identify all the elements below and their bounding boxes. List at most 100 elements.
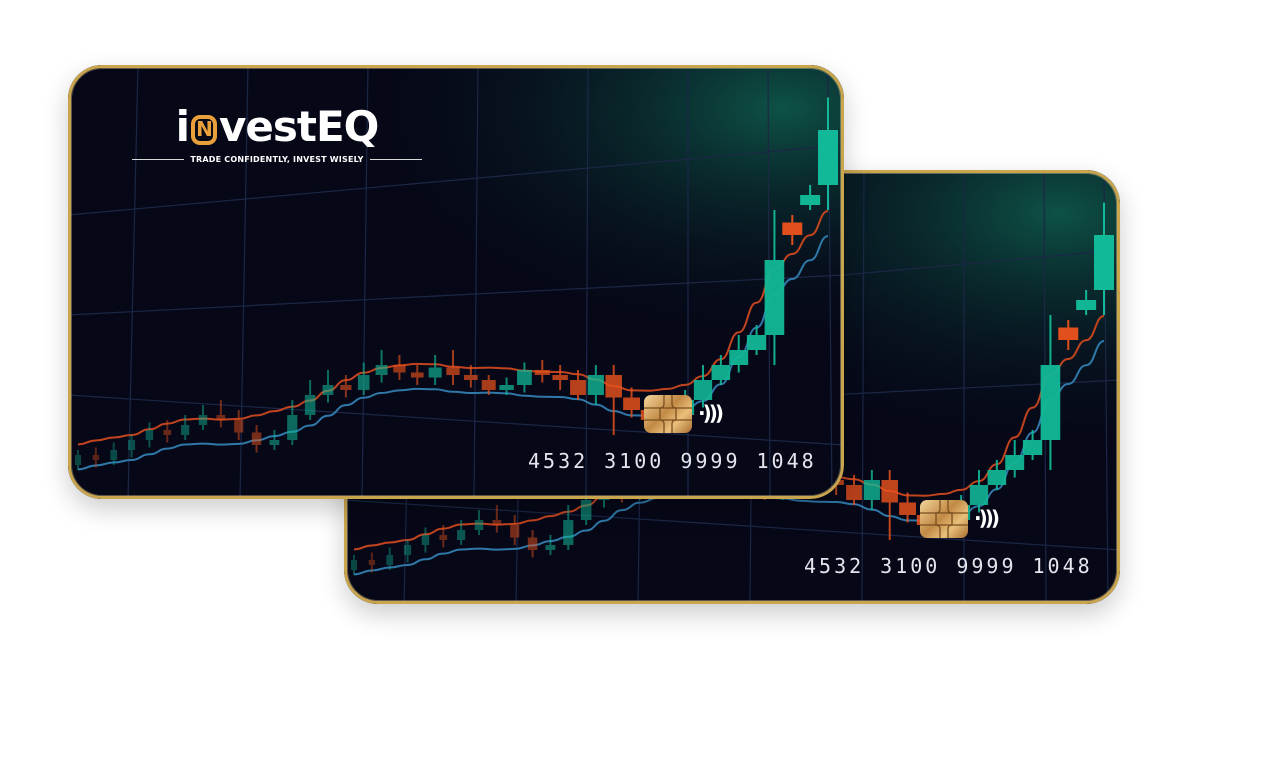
candle: [846, 475, 862, 505]
candle-body-bull: [357, 375, 370, 390]
card-number-group: 3100: [880, 554, 941, 578]
candle-body-bull: [474, 520, 484, 530]
candle-body-bull: [375, 365, 388, 375]
emv-chip-icon: [920, 500, 968, 538]
candle: [163, 420, 172, 443]
candle: [386, 547, 394, 570]
candle: [818, 97, 838, 210]
candle-body-bear: [368, 560, 376, 565]
candle: [181, 415, 190, 440]
candle: [421, 527, 430, 553]
candle-body-bull: [1022, 440, 1043, 455]
candle: [351, 555, 357, 575]
candle: [881, 470, 898, 540]
candle: [782, 215, 803, 245]
candle-body-bull: [580, 500, 592, 520]
chip-contact-line: [671, 395, 692, 409]
candle-body-bull: [351, 560, 357, 570]
chip-contact-line: [671, 419, 692, 433]
candle: [128, 435, 136, 458]
candle-body-bull: [987, 470, 1007, 485]
candle: [198, 405, 208, 430]
candle: [587, 365, 604, 405]
candle: [464, 365, 478, 388]
candle-body-bull: [729, 350, 749, 365]
candle: [287, 400, 298, 445]
candle: [899, 492, 916, 523]
candle: [534, 360, 550, 383]
candle: [234, 410, 244, 440]
candle: [404, 540, 412, 563]
logo-suffix: vestEQ: [219, 102, 379, 151]
grid-line: [68, 274, 844, 316]
contactless-icon: ·))): [974, 506, 1000, 530]
candle-body-bear: [439, 535, 448, 540]
chip-contact-line: [947, 524, 968, 538]
candle: [517, 362, 532, 393]
candle: [357, 362, 370, 395]
candle-body-bear: [527, 537, 538, 550]
candle: [693, 365, 713, 408]
card-number: 4532 3100 9999 1048: [528, 449, 817, 473]
credit-card-front: i N vestEQ TRADE CONFIDENTLY, INVEST WIS…: [68, 65, 844, 499]
candle: [75, 450, 81, 470]
chip-contact-line: [659, 407, 677, 421]
candle-body-bear: [340, 385, 352, 390]
candle-body-bull: [1094, 235, 1114, 290]
candle: [304, 380, 316, 420]
candle-body-bear: [623, 397, 640, 410]
candle-body-bear: [481, 380, 496, 390]
candle-body-bear: [234, 420, 244, 433]
candle: [563, 505, 574, 550]
candle: [863, 470, 880, 510]
candle-body-bull: [764, 260, 785, 335]
candle: [474, 510, 484, 535]
candle: [1094, 202, 1114, 315]
candle-body-bull: [563, 520, 574, 545]
candle-body-bear: [899, 502, 916, 515]
candle: [145, 422, 154, 448]
grid-line: [239, 65, 249, 499]
candle-body-bull: [517, 370, 532, 385]
candle-body-bull: [304, 395, 316, 415]
candle-body-bull: [499, 385, 514, 390]
candle: [711, 355, 731, 385]
candle-body-bull: [404, 545, 412, 555]
candle: [322, 370, 334, 403]
candlestick-chart-front: [68, 65, 844, 499]
tagline: TRADE CONFIDENTLY, INVEST WISELY: [190, 155, 364, 164]
candle: [800, 185, 821, 210]
tagline-rule-left: [132, 159, 185, 160]
candle-body-bull: [110, 450, 118, 460]
card-number-group: 1048: [756, 449, 817, 473]
candle: [110, 442, 118, 465]
candle-body-bear: [846, 485, 862, 500]
candle: [746, 325, 767, 355]
candle: [446, 350, 460, 385]
candle: [499, 377, 514, 395]
chip-contact-line: [920, 500, 941, 514]
candle-body-bear: [1058, 327, 1079, 340]
candle-body-bear: [216, 415, 226, 420]
candle: [92, 447, 100, 468]
contactless-icon: ·))): [698, 401, 724, 425]
candle-body-bull: [428, 367, 442, 378]
candle: [552, 365, 568, 390]
grid-line: [473, 65, 479, 499]
chip-contact-line: [644, 395, 665, 409]
candle-body-bull: [181, 425, 190, 435]
candle-body-bull: [198, 415, 208, 425]
candle: [969, 470, 989, 513]
candle: [623, 387, 640, 418]
grid-line: [344, 499, 1120, 551]
grid-line: [861, 170, 865, 604]
candle-body-bear: [510, 525, 520, 538]
candle: [216, 400, 226, 428]
grid-line: [68, 144, 844, 216]
emv-chip-icon: [644, 395, 692, 433]
candle: [987, 460, 1007, 490]
candle-body-bull: [322, 385, 334, 395]
candle-body-bull: [711, 365, 731, 380]
candle: [1022, 430, 1043, 460]
candle-body-bear: [163, 430, 172, 435]
